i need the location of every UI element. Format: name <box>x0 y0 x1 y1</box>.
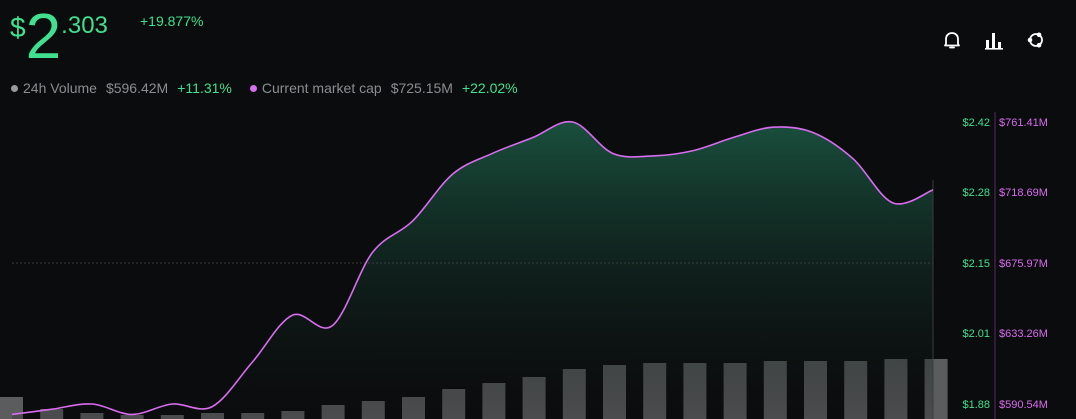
right-axis-ticks: $761.41M $718.69M $675.97M $633.26M $590.54M <box>999 117 1048 411</box>
right-tick-label: $633.26M <box>999 328 1048 340</box>
left-tick-label: $1.88 <box>962 399 990 411</box>
price-symbol: $ <box>10 12 26 43</box>
bell-icon[interactable] <box>940 28 964 52</box>
mcap-label: Current market cap <box>261 80 382 96</box>
market-cap-line <box>11 120 934 416</box>
left-tick-label: $2.01 <box>962 328 990 340</box>
price-integer: 2 <box>25 0 62 72</box>
left-axis-ticks: $2.42 $2.28 $2.15 $2.01 $1.88 <box>962 117 990 411</box>
volume-dot <box>11 84 18 92</box>
volume-change: +11.31% <box>177 80 232 96</box>
mcap-value: $725.15M <box>390 80 453 96</box>
current-price: $ 2 .303 <box>10 0 108 72</box>
left-tick-label: $2.28 <box>962 187 990 199</box>
right-tick-label: $761.41M <box>999 117 1048 129</box>
left-tick-label: $2.15 <box>962 258 990 270</box>
bar-chart-icon[interactable] <box>982 28 1006 52</box>
volume-label: 24h Volume <box>23 80 97 96</box>
mcap-change: +22.02% <box>461 80 518 96</box>
market-cap-area <box>12 121 933 419</box>
left-tick-label: $2.42 <box>962 117 990 129</box>
share-icon[interactable] <box>1024 28 1048 52</box>
stats-row: 24h Volume $596.42M +11.31% Current mark… <box>11 80 536 96</box>
right-tick-label: $590.54M <box>999 399 1048 411</box>
toolbar <box>940 28 1048 52</box>
mcap-dot <box>249 84 257 92</box>
right-tick-label: $675.97M <box>999 258 1048 270</box>
price-change: +19.877% <box>140 13 204 29</box>
right-tick-label: $718.69M <box>999 187 1048 199</box>
price-decimal: .303 <box>61 12 108 39</box>
volume-value: $596.42M <box>105 80 169 96</box>
